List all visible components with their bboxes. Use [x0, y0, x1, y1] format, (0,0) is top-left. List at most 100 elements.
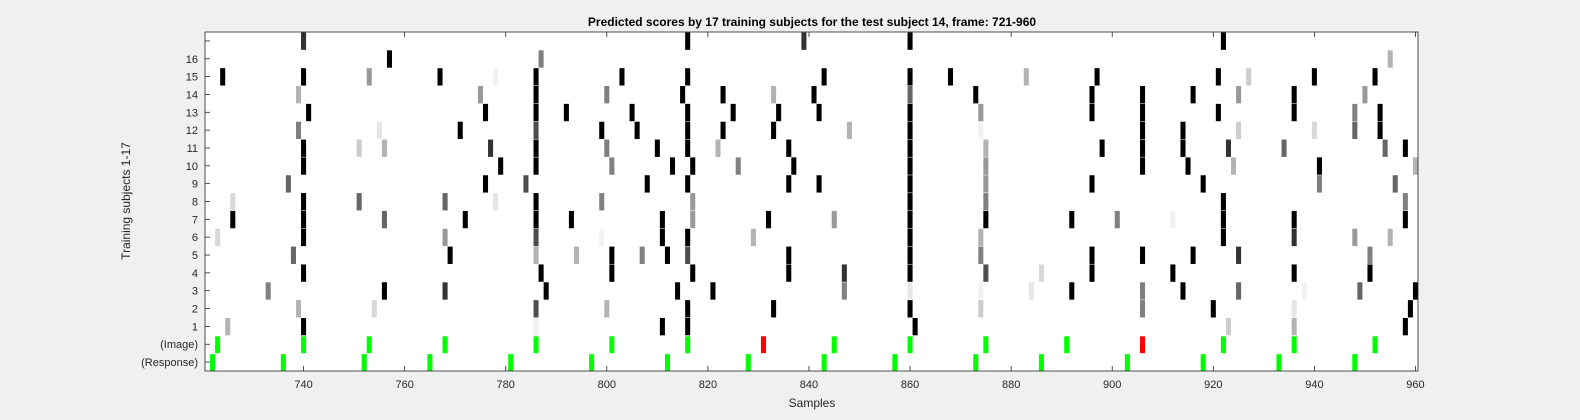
score-cell-subject-13: [907, 103, 913, 122]
score-cell-subject-2: [907, 300, 913, 318]
score-cell-subject-2: [1291, 300, 1297, 318]
score-cell-subject-16: [538, 50, 544, 68]
score-cell-subject-8: [230, 193, 236, 211]
score-cell-subject-5: [1190, 246, 1196, 264]
response-mark: [745, 354, 751, 371]
score-cell-subject-16: [386, 50, 393, 68]
score-cell-subject-3: [907, 282, 913, 300]
score-cell-subject-9: [786, 175, 792, 193]
score-cell-subject-13: [533, 103, 539, 122]
score-cell-subject-8: [301, 193, 307, 211]
response-mark: [1124, 354, 1130, 371]
score-cell-subject-10: [301, 157, 307, 175]
score-cell-subject-4: [841, 264, 847, 282]
score-cell-subject-7: [1220, 210, 1226, 229]
plot-area: [204, 31, 1419, 372]
score-cell-subject-6: [1220, 228, 1226, 247]
score-cell-subject-15: [437, 68, 443, 86]
score-cell-subject-7: [766, 210, 772, 229]
score-cell-subject-8: [533, 193, 539, 211]
score-cell-subject-14: [907, 86, 913, 104]
score-cell-subject-11: [604, 139, 610, 157]
response-mark: [973, 354, 979, 371]
score-cell-subject-3: [1140, 282, 1146, 300]
score-cell-subject-12: [720, 121, 726, 140]
score-cell-subject-11: [301, 139, 307, 157]
response-mark: [280, 354, 286, 371]
x-tick-label: 860: [901, 379, 919, 391]
score-cell-subject-11: [907, 139, 913, 157]
response-mark: [589, 354, 595, 371]
score-cell-subject-14: [680, 86, 686, 104]
image-mark-correct: [685, 336, 691, 354]
score-cell-subject-6: [1352, 228, 1358, 247]
score-cell-subject-11: [715, 139, 721, 157]
score-cell-subject-4: [983, 264, 989, 282]
y-axis-label: Training subjects 1-17: [119, 142, 133, 260]
score-cell-subject-12: [634, 121, 640, 140]
score-cell-subject-14: [1362, 86, 1368, 104]
chart-title: Predicted scores by 17 training subjects…: [588, 15, 1036, 29]
score-cell-subject-2: [371, 300, 377, 318]
score-cell-subject-3: [675, 282, 681, 300]
axes-background: [205, 32, 1418, 371]
score-cell-subject-5: [447, 246, 453, 264]
score-cell-subject-6: [978, 228, 984, 247]
score-cell-subject-14: [1190, 86, 1196, 104]
score-cell-subject-6: [907, 228, 913, 247]
image-mark-correct: [609, 336, 615, 354]
score-cell-subject-16: [1387, 50, 1393, 68]
score-cell-subject-8: [1402, 193, 1408, 211]
score-cell-subject-3: [442, 282, 448, 300]
score-cell-subject-12: [846, 121, 852, 140]
score-cell-subject-11: [356, 139, 362, 157]
score-cell-subject-9: [1316, 175, 1322, 193]
score-cell-subject-13: [1352, 103, 1358, 122]
score-cell-subject-12: [1236, 121, 1242, 140]
score-cell-subject-3: [1028, 282, 1034, 300]
score-cell-subject-11: [1402, 139, 1408, 157]
score-cell-subject-4: [609, 264, 615, 282]
score-cell-subject-7: [983, 210, 989, 229]
response-mark: [664, 354, 670, 371]
score-cell-subject-5: [573, 246, 580, 264]
score-cell-subject-5: [1140, 246, 1146, 264]
score-cell-subject-5: [290, 246, 296, 264]
image-mark-error: [760, 336, 767, 354]
score-cell-subject-2: [1140, 300, 1146, 318]
score-cell-subject-12: [295, 121, 302, 140]
score-cell-subject-9: [285, 175, 291, 193]
image-mark-correct: [831, 336, 837, 354]
response-mark: [1276, 354, 1282, 371]
score-cell-subject-17: [301, 32, 307, 50]
score-cell-subject-17: [801, 32, 807, 50]
score-cell-subject-15: [1023, 68, 1029, 86]
score-cell-subject-5: [639, 246, 645, 264]
score-cell-subject-10: [1140, 157, 1146, 175]
y-tick-label: 1: [192, 321, 198, 333]
score-cell-subject-10: [533, 157, 539, 175]
score-cell-subject-11: [1140, 139, 1146, 157]
image-mark-correct: [983, 336, 989, 354]
score-cell-subject-12: [907, 121, 913, 140]
image-mark-correct: [1064, 336, 1070, 354]
score-cell-subject-5: [1089, 246, 1095, 264]
y-tick-label: 10: [186, 161, 198, 173]
score-cell-subject-17: [685, 32, 691, 50]
score-cell-subject-10: [609, 157, 615, 175]
score-cell-subject-15: [907, 68, 913, 86]
score-cell-subject-15: [493, 68, 499, 86]
score-cell-subject-13: [816, 103, 822, 122]
score-cell-subject-13: [685, 103, 691, 122]
score-cell-subject-7: [533, 210, 539, 229]
y-tick-label: 2: [192, 304, 198, 316]
score-cell-subject-5: [786, 246, 792, 264]
score-cell-subject-13: [629, 103, 635, 122]
score-cell-subject-2: [295, 300, 302, 318]
score-cell-subject-3: [1357, 282, 1363, 300]
score-cell-subject-13: [1140, 103, 1146, 122]
score-cell-subject-12: [457, 121, 463, 140]
score-cell-subject-3: [1236, 282, 1242, 300]
response-mark: [892, 354, 898, 371]
